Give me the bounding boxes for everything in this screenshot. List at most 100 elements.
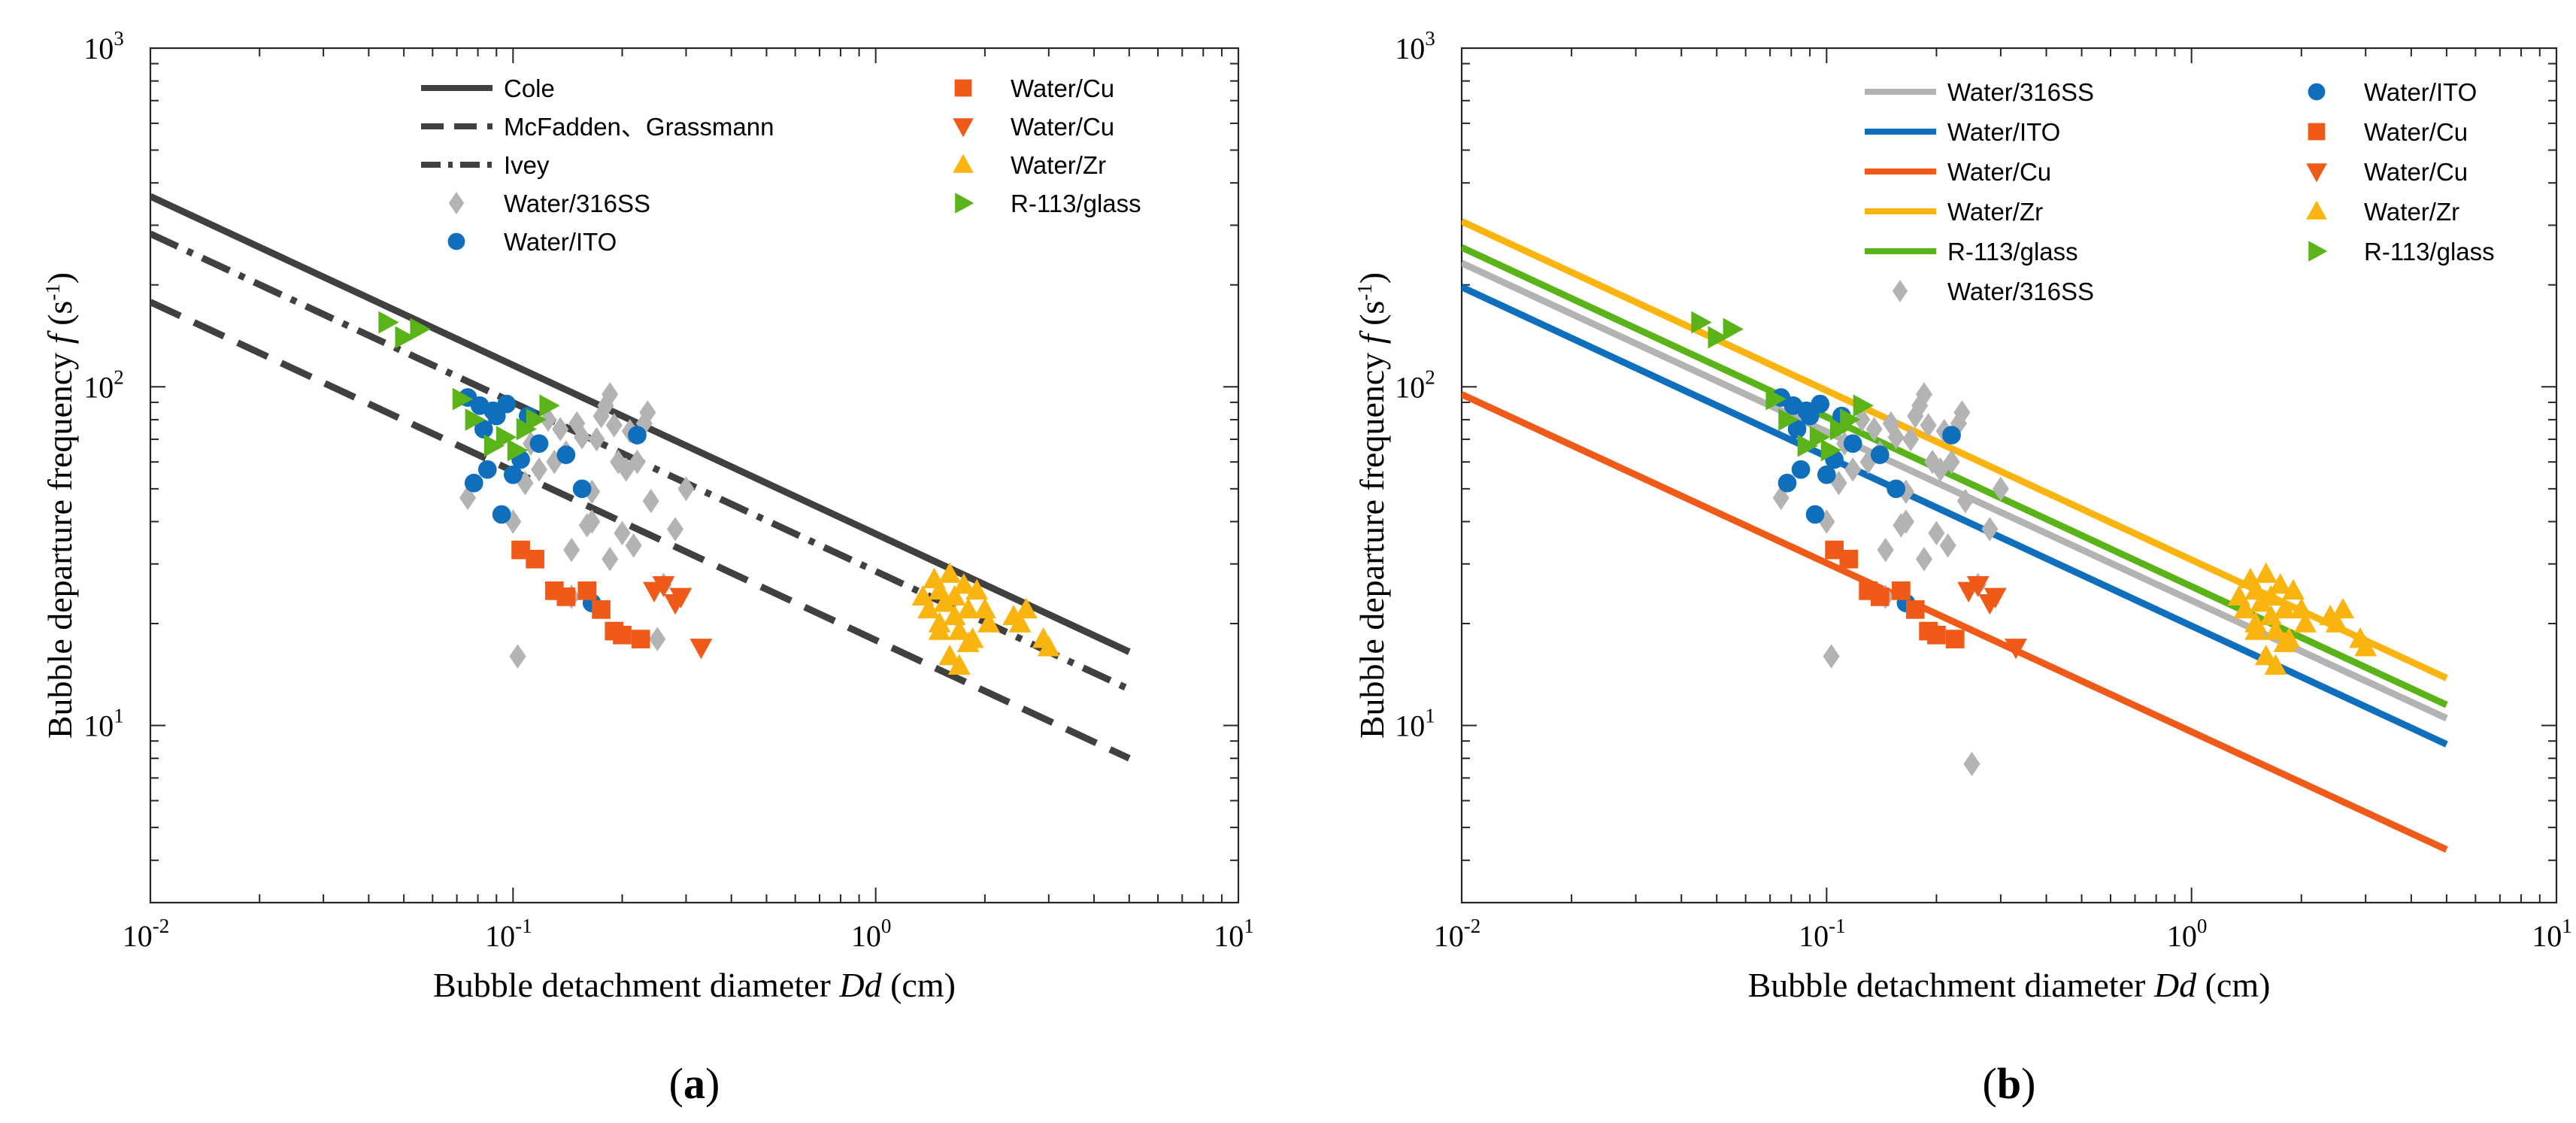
y-tick-label: 102 [83,366,124,404]
axis-ticks [150,48,1238,903]
data-point-water-ito [1942,426,1961,445]
data-point-water-zr [965,578,989,600]
plot-data [150,193,1131,762]
data-point-water-316ss [1963,751,1980,776]
data-point-water-316ss [1981,517,1999,542]
data-point-water-316ss [666,517,684,542]
data-point-water-zr [933,591,956,612]
data-point-water-316ss [602,382,619,407]
data-point-water-316ss [605,413,623,438]
legend-label: Water/Cu [2364,158,2468,186]
y-axis-title: Bubble departure frequency f (s-1) [1353,272,1391,739]
data-point-water-zr [943,604,966,626]
legend-label: Water/316SS [504,190,650,217]
y-tick-label: 103 [1395,27,1435,65]
legend-marker-swatch [2306,163,2327,183]
data-point-water-zr [938,562,962,583]
data-point-water-316ss [1865,417,1883,442]
data-point-water-316ss [639,400,656,425]
data-point-water-316ss [517,470,534,496]
data-point-water-ito [1887,479,1906,499]
series-water-cu-square [511,540,650,648]
data-point-water-ito [556,445,576,464]
x-axis-title: Bubble detachment diameter Dd (cm) [433,966,956,1004]
data-point-water-zr [938,645,962,666]
data-point-water-zr [956,597,980,619]
data-point-water-316ss [1915,382,1933,407]
data-point-water-cu [1839,549,1859,569]
x-tick-label: 101 [1214,915,1254,953]
data-point-r-113-glass [1778,408,1799,431]
legend-label: Ivey [504,151,550,179]
data-point-water-316ss [1823,644,1840,669]
data-point-water-316ss [574,425,591,450]
data-point-water-316ss [1853,407,1871,433]
data-point-water-cu [577,581,597,600]
legend-marker-swatch [954,79,972,97]
series-water-cu-triangle-down [1957,576,2027,660]
data-point-water-316ss [588,426,605,452]
data-point-water-ito [1787,420,1807,439]
legend-marker-swatch [2308,241,2328,262]
data-point-water-zr [928,619,951,640]
legend-marker-swatch [2308,123,2326,141]
data-point-water-zr [2233,597,2256,619]
data-point-water-316ss [677,476,695,502]
data-point-water-zr [2264,654,2287,675]
data-point-water-ito [464,473,483,493]
data-point-water-zr [917,597,941,619]
data-point-water-316ss [1907,403,1924,429]
data-point-water-zr [2282,578,2305,600]
series-water-zr-triangle-up [2227,562,2377,675]
x-tick-label: 10-1 [485,915,532,953]
data-point-water-316ss [610,449,627,475]
legend-marker-swatch [953,118,974,138]
legend-marker-swatch [448,192,465,214]
data-point-r-113-glass [1853,394,1874,417]
data-point-r-113-glass [1840,408,1861,431]
data-point-r-113-glass [378,311,399,334]
legend-label: Water/316SS [1947,78,2094,106]
data-point-water-zr [2244,619,2268,640]
data-point-water-ito [503,465,523,484]
series-water-zr-triangle-up [911,562,1060,675]
data-point-water-zr [2273,631,2296,652]
data-point-water-cu [689,639,713,660]
data-point-water-cu [1905,600,1925,619]
data-point-r-113-glass [1797,434,1818,457]
data-point-water-ito [474,420,493,439]
data-point-water-cu [1984,587,2007,609]
data-point-water-316ss [614,521,631,545]
data-point-water-ito [1811,394,1830,414]
series-water-ito-circle [1771,388,1961,613]
legend: Water/316SS Water/ITO Water/Cu Water/Zr R-11… [1865,78,2495,305]
data-point-water-zr [977,612,1000,633]
x-axis-title: Bubble detachment diameter Dd (cm) [1748,966,2271,1004]
data-point-water-316ss [1772,485,1790,511]
y-tick-label: 103 [83,27,124,65]
data-point-water-cu [1945,630,1965,648]
data-point-water-zr [2354,636,2377,657]
data-point-r-113-glass [465,408,486,431]
legend-label: Water/Cu [1011,74,1114,102]
y-tick-label: 102 [1395,366,1435,404]
data-point-water-cu [652,576,675,597]
data-point-r-113-glass [483,434,505,457]
legend-marker-swatch [2306,200,2327,220]
data-point-water-ito [1805,505,1825,524]
data-point-water-316ss [1915,547,1933,572]
data-point-water-zr [2294,612,2317,633]
series-water-cu-triangle-down [643,576,713,660]
data-point-r-113-glass [1708,326,1729,349]
data-point-water-ito [1843,434,1862,454]
data-point-water-ito [492,505,511,524]
data-point-water-cu [592,600,611,619]
data-point-r-113-glass [507,439,529,462]
x-tick-label: 10-2 [1434,915,1481,953]
data-point-water-ito [497,394,517,414]
data-point-water-zr [2273,597,2296,619]
y-axis-title: Bubble departure frequency f (s-1) [41,272,79,739]
data-point-water-316ss [642,488,659,514]
panel-label: (a) [669,1059,720,1108]
